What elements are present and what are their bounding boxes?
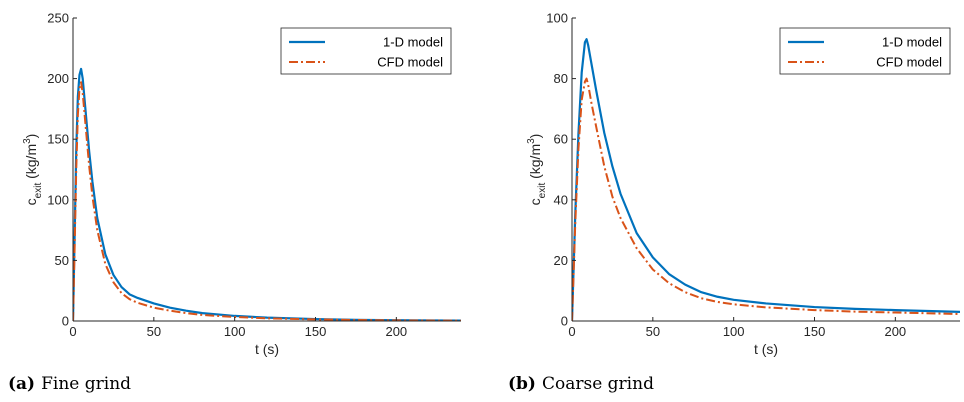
panel-b-legend-label-cfd-model: CFD model	[876, 55, 942, 70]
panel-b-y-tick-label: 60	[554, 132, 568, 147]
panel-a-series-cfd-model-line	[73, 81, 461, 321]
panel-a-legend-label-1d-model: 1-D model	[383, 35, 443, 50]
panel-b-y-label-sup: 3	[526, 138, 537, 144]
panel-b-y-tick-label: 100	[546, 11, 568, 26]
panel-a-y-tick-label: 100	[47, 192, 69, 207]
panel-b-y-label-base: c	[527, 198, 543, 205]
panel-a-x-tick-label: 200	[385, 324, 407, 339]
panel-b-series-cfd-model-line	[572, 77, 960, 321]
panel-b-legend-box	[779, 27, 951, 75]
panel-b-legend: 1-D model CFD model	[779, 27, 951, 75]
caption-b-text: Coarse grind	[541, 374, 654, 394]
panel-a-y-axis-label: cexit (kg/m3)	[22, 134, 44, 206]
panel-b-y-label-unit: (kg/m	[527, 144, 543, 183]
panel-b-y-tick-label: 20	[554, 253, 568, 268]
panel-a-x-tick-label: 0	[69, 324, 76, 339]
panel-b-series-1d-model-line	[572, 38, 960, 321]
panel-b-x-tick-label: 0	[568, 324, 575, 339]
caption-a-text: Fine grind	[41, 374, 132, 394]
caption-a: (a) Fine grind	[8, 374, 131, 394]
panel-b-y-axis-label: cexit (kg/m3)	[526, 134, 548, 206]
caption-a-tag: (a)	[8, 374, 36, 394]
panel-a-legend-box	[280, 27, 452, 75]
panel-a-y-label-sub: exit	[33, 183, 44, 199]
panel-a-y-label-unit: (kg/m	[23, 144, 39, 183]
panel-a-legend-label-cfd-model: CFD model	[377, 55, 443, 70]
caption-b-tag: (b)	[508, 374, 536, 394]
panel-a-series-1d-model-line	[73, 67, 461, 321]
panel-a-x-axis-label: t (s)	[255, 341, 279, 357]
panel-a-x-tick-label: 100	[224, 324, 246, 339]
panel-b-x-axis-label: t (s)	[754, 341, 778, 357]
panel-a-y-tick-label: 150	[47, 132, 69, 147]
panel-a-y-label-sup: 3	[22, 138, 33, 144]
panel-b-y-tick-label: 0	[561, 314, 568, 329]
panel-a-y-label-base: c	[23, 198, 39, 205]
panel-b-x-tick-label: 100	[723, 324, 745, 339]
panel-a-y-tick-label: 250	[47, 11, 69, 26]
panel-a-y-tick-label: 0	[62, 314, 69, 329]
panel-b-x-tick-label: 200	[884, 324, 906, 339]
caption-b: (b) Coarse grind	[508, 374, 654, 394]
panel-b-y-label-close: )	[527, 134, 543, 139]
panel-b-y-label-sub: exit	[537, 183, 548, 199]
panel-a-y-label-close: )	[23, 134, 39, 139]
panel-a-legend: 1-D model CFD model	[280, 27, 452, 75]
panel-b-y-tick-label: 40	[554, 192, 568, 207]
panel-a-x-tick-label: 150	[305, 324, 327, 339]
panel-b-y-tick-label: 80	[554, 71, 568, 86]
panel-b-x-tick-label: 50	[646, 324, 660, 339]
panel-b-x-tick-label: 150	[804, 324, 826, 339]
panel-a-chart: 0 50 100 150 200 0 50 100 150 200 250 t (s) cexit (k…	[22, 11, 461, 357]
panel-b-legend-label-1d-model: 1-D model	[882, 35, 942, 50]
panel-a-y-tick-label: 200	[47, 71, 69, 86]
panel-b-chart: 0 50 100 150 200 0 20 40 60 80 100 t (s) cexit (kg/m…	[526, 11, 960, 357]
panel-a-x-tick-label: 50	[147, 324, 161, 339]
panel-a-y-tick-label: 50	[55, 253, 69, 268]
